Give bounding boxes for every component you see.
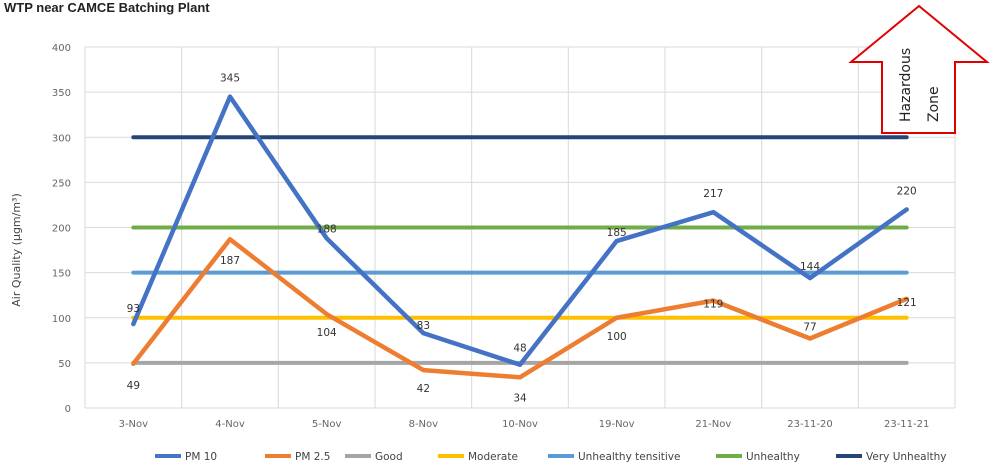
y-tick-label: 100 xyxy=(52,314,71,325)
y-tick-label: 350 xyxy=(52,88,71,99)
pm10-data-label: 185 xyxy=(607,227,627,239)
y-tick-label: 200 xyxy=(52,224,71,235)
x-tick-label: 23-11-21 xyxy=(884,419,929,430)
chart-title: WTP near CAMCE Batching Plant xyxy=(4,0,210,15)
pm10-data-label: 217 xyxy=(703,188,723,200)
x-tick-label: 3-Nov xyxy=(119,419,149,430)
pm25-data-label: 104 xyxy=(317,327,337,339)
series-lines xyxy=(131,94,909,380)
legend-label: Unhealthy xyxy=(746,451,800,463)
legend-label: Unhealthy tensitive xyxy=(578,451,680,463)
pm10-data-label: 48 xyxy=(513,343,526,355)
x-tick-label: 10-Nov xyxy=(502,419,538,430)
hazardous-zone-arrow-icon xyxy=(848,4,990,134)
legend-label: Good xyxy=(375,451,403,463)
pm10-data-label: 83 xyxy=(417,320,430,332)
x-axis-ticks: 3-Nov 4-Nov 5-Nov 8-Nov 10-Nov 19-Nov 21-Nov 23… xyxy=(119,419,930,430)
x-tick-label: 21-Nov xyxy=(695,419,731,430)
x-tick-label: 5-Nov xyxy=(312,419,342,430)
y-axis-ticks: 0 50 100 150 200 250 300 350 400 xyxy=(52,43,71,415)
legend: PM 10 PM 2.5 Good Moderate Unhealthy tensiti… xyxy=(155,451,947,463)
legend-label: Moderate xyxy=(468,451,518,463)
zone-label: Zone xyxy=(926,86,942,122)
y-axis-label: Air Quality (µgm/m³) xyxy=(10,193,23,307)
y-tick-label: 400 xyxy=(52,43,71,54)
series-line-pm-10 xyxy=(131,94,909,367)
legend-label: Very Unhealthy xyxy=(866,451,947,463)
pm10-data-label: 188 xyxy=(317,223,337,235)
pm25-data-label: 121 xyxy=(897,297,917,309)
y-tick-label: 150 xyxy=(52,269,71,280)
y-tick-label: 300 xyxy=(52,133,71,144)
hazardous-zone-annotation: Hazardous Zone xyxy=(848,4,990,134)
y-tick-label: 50 xyxy=(58,359,71,370)
y-tick-label: 250 xyxy=(52,178,71,189)
x-tick-label: 4-Nov xyxy=(215,419,245,430)
x-tick-label: 19-Nov xyxy=(599,419,635,430)
legend-label: PM 2.5 xyxy=(295,451,330,463)
hazardous-label: Hazardous xyxy=(898,48,914,122)
pm10-data-label: 220 xyxy=(897,185,917,197)
pm25-data-label: 187 xyxy=(220,255,240,267)
x-tick-label: 8-Nov xyxy=(409,419,439,430)
pm25-data-label: 119 xyxy=(703,299,723,311)
pm10-data-label: 345 xyxy=(220,73,240,85)
x-tick-label: 23-11-20 xyxy=(787,419,832,430)
series-line-pm-2-5 xyxy=(131,236,909,380)
y-tick-label: 0 xyxy=(65,404,71,415)
pm25-data-label: 34 xyxy=(513,392,527,404)
legend-label: PM 10 xyxy=(185,451,217,463)
pm25-data-label: 42 xyxy=(417,383,430,395)
pm25-data-label: 100 xyxy=(607,331,627,343)
pm25-data-label: 77 xyxy=(803,322,816,334)
data-labels: 93 345 188 83 48 185 217 144 220 49 187 104 42 34 100 1… xyxy=(127,73,917,405)
pm10-data-label: 93 xyxy=(127,303,140,315)
pm25-data-label: 49 xyxy=(127,380,140,392)
pm10-data-label: 144 xyxy=(800,261,820,273)
